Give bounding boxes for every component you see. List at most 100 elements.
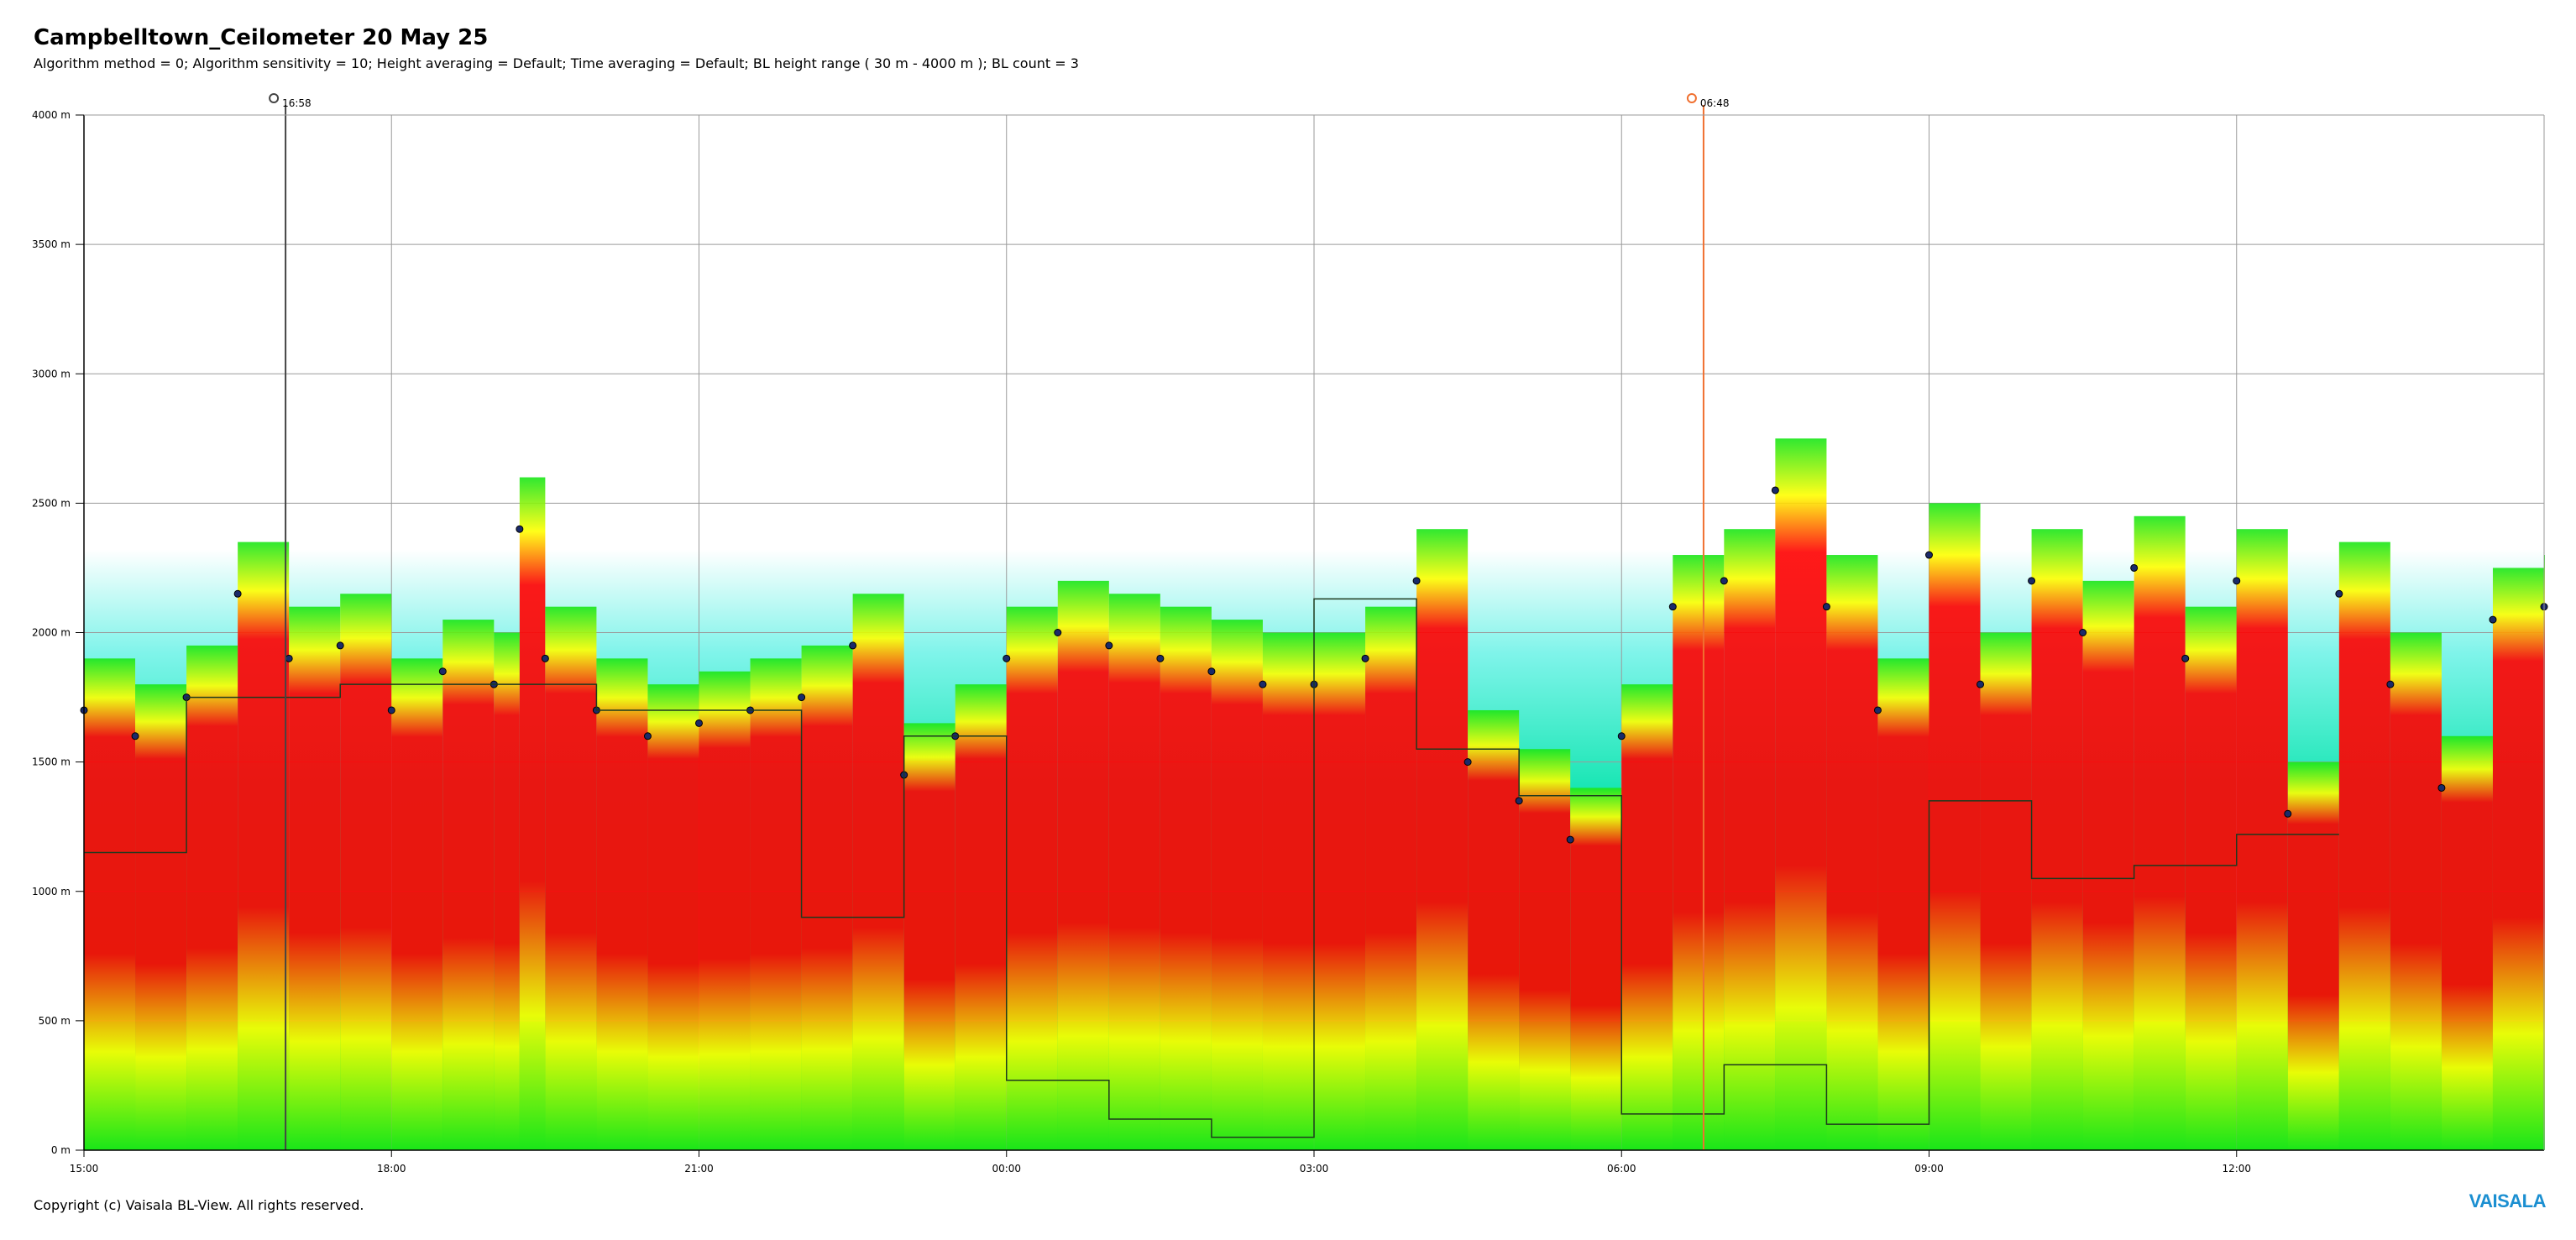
y-tick-label: 4000 m [32,109,71,121]
x-tick-label: 09:00 [1914,1163,1944,1175]
layer-top-marker [2489,615,2497,624]
layer-top-marker [131,732,139,740]
layer-top-marker [1463,758,1472,766]
aerosol-column [2185,606,2237,1150]
y-tick-label: 2500 m [32,497,71,509]
layer-top-marker [1156,654,1165,662]
x-tick-label: 18:00 [377,1163,406,1175]
aerosol-column [1416,529,1469,1150]
aerosol-column [2031,529,2083,1150]
aerosol-column [1006,606,1058,1150]
aerosol-column [1519,749,1571,1150]
layer-top-marker [1566,835,1574,844]
aerosol-column [647,684,699,1150]
aerosol-column [2338,542,2390,1150]
y-tick-label: 1500 m [32,756,71,768]
layer-top-marker [1771,486,1779,494]
aerosol-column [84,658,136,1150]
aerosol-column [1211,620,1263,1150]
layer-top-marker [2386,680,2395,688]
aerosol-column [340,594,392,1150]
x-tick-label: 15:00 [70,1163,99,1175]
layer-top-marker [541,654,549,662]
layer-top-marker [1105,641,1113,650]
aerosol-column [2082,580,2134,1150]
layer-top-marker [2079,629,2087,636]
layer-top-marker [1361,654,1369,662]
x-tick-label: 21:00 [684,1163,714,1175]
x-tick-label: 03:00 [1300,1163,1329,1175]
sunrise-icon [1686,93,1697,103]
layer-top-marker [1720,577,1728,585]
aerosol-column [494,632,520,1150]
layer-top-marker [336,641,344,650]
aerosol-column [2441,735,2493,1150]
layer-top-marker [849,641,857,650]
copyright-text: Copyright (c) Vaisala BL-View. All right… [34,1197,364,1213]
layer-top-marker [285,654,293,662]
layer-top-marker [1515,797,1523,805]
y-tick-label: 1000 m [32,886,71,897]
layer-top-marker [2284,809,2292,818]
aerosol-column [2287,761,2339,1150]
aerosol-column [596,658,648,1150]
layer-top-marker [1925,551,1933,559]
aerosol-column [1621,684,1673,1150]
aerosol-column [1314,632,1366,1150]
layer-top-marker [2437,783,2446,792]
aerosol-column [442,620,495,1150]
sunrise-label: 06:48 [1700,97,1730,109]
aerosol-column [1826,555,1878,1150]
layer-top-marker [2335,589,2343,598]
aerosol-column [955,684,1007,1150]
aerosol-column [1775,438,1827,1150]
aerosol-column [2134,515,2186,1150]
y-tick-label: 3500 m [32,238,71,250]
layer-top-marker [798,693,806,702]
aerosol-column [852,594,904,1150]
layer-top-marker [438,667,447,676]
layer-top-marker [516,525,524,533]
aerosol-column [186,645,238,1150]
aerosol-column [1365,606,1417,1150]
aerosol-column [519,477,546,1150]
aerosol-column [545,606,597,1150]
layer-top-marker [695,719,703,727]
x-tick-label: 06:00 [1607,1163,1636,1175]
bl-height-line [84,598,2339,1138]
aerosol-column [135,684,187,1150]
aerosol-column [391,658,443,1150]
layer-top-marker [2130,563,2139,572]
layer-top-marker [1822,603,1830,611]
sunset-label: 16:58 [282,97,312,109]
aerosol-column [1262,632,1314,1150]
aerosol-column [1980,632,2032,1150]
chart-subtitle: Algorithm method = 0; Algorithm sensitiv… [34,55,1079,71]
aerosol-column [2492,568,2544,1150]
layer-top-marker [1207,667,1216,676]
aerosol-column [2236,529,2288,1150]
aerosol-column [903,723,956,1150]
layer-top-marker [1977,680,1985,688]
aerosol-column [1570,787,1622,1150]
aerosol-column [1724,529,1776,1150]
layer-top-marker [1873,706,1882,714]
layer-top-marker [1259,680,1267,688]
aerosol-column [1929,503,1981,1150]
x-tick-label: 12:00 [2222,1163,2251,1175]
layer-top-marker [2233,577,2241,585]
aerosol-column [801,645,853,1150]
layer-top-marker [643,732,652,740]
aerosol-column [2390,632,2442,1150]
aerosol-column [750,658,802,1150]
y-tick-label: 0 m [51,1144,71,1156]
aerosol-column [1160,606,1212,1150]
aerosol-column [1057,580,1109,1150]
aerosol-column [289,606,341,1150]
x-tick-label: 00:00 [992,1163,1021,1175]
aerosol-column [238,542,290,1150]
aerosol-column [1877,658,1929,1150]
layer-top-marker [1617,732,1626,740]
layer-top-marker [1412,577,1421,585]
aerosol-column [1673,555,1725,1150]
